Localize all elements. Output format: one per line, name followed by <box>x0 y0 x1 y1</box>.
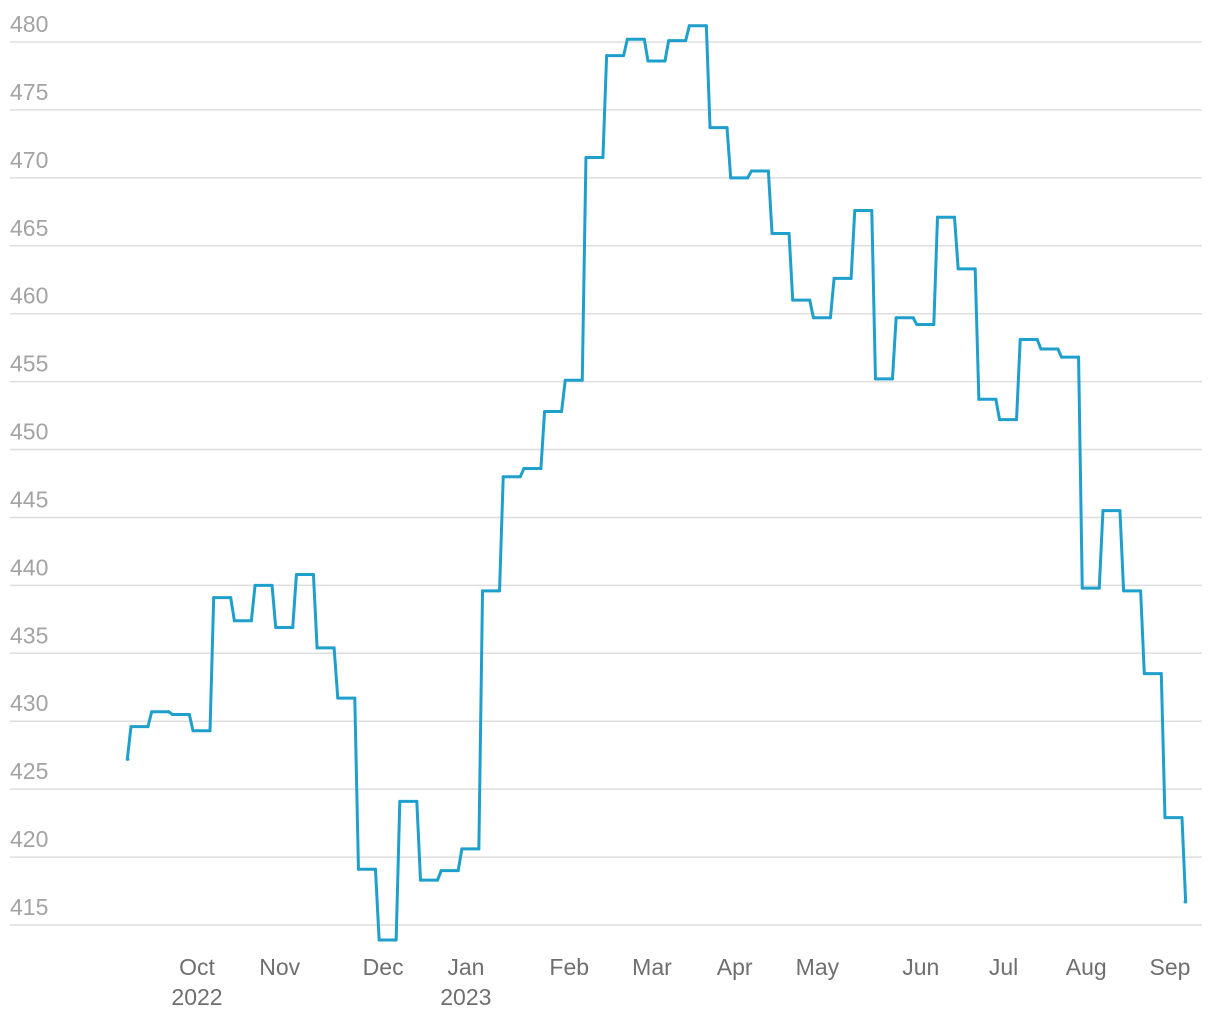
step-connector <box>477 589 485 851</box>
y-tick-label: 470 <box>10 147 48 173</box>
step-connector <box>663 39 671 63</box>
y-tick-label: 425 <box>10 758 48 784</box>
step-connector <box>229 596 236 623</box>
step-connector <box>125 725 133 761</box>
step-connector <box>498 475 505 593</box>
y-tick-label: 445 <box>10 486 48 512</box>
step-connector <box>601 54 609 159</box>
step-connector <box>539 410 547 471</box>
step-connector <box>270 583 278 629</box>
x-tick-label: May <box>795 954 840 980</box>
step-connector <box>187 712 195 733</box>
x-tick-label: Sep <box>1149 954 1191 980</box>
step-connector <box>415 799 422 882</box>
y-tick-label: 450 <box>10 419 48 445</box>
step-connector <box>849 208 857 280</box>
step-connector <box>808 298 815 320</box>
step-connector <box>1077 355 1084 590</box>
step-connector <box>890 316 898 381</box>
x-tick-label: Feb <box>549 954 590 980</box>
step-connector <box>249 583 257 623</box>
step-connector <box>456 847 464 873</box>
x-tick-label: Dec <box>362 954 404 980</box>
x-tick-label: Nov <box>259 954 301 980</box>
y-tick-label: 465 <box>10 215 48 241</box>
x-tick-label: Jun <box>902 954 940 980</box>
y-tick-label: 440 <box>10 554 48 580</box>
x-tick-label: Oct 2022 <box>171 954 223 1010</box>
y-tick-label: 420 <box>10 826 48 852</box>
step-connector <box>291 573 298 629</box>
step-connector <box>1180 816 1188 904</box>
x-tick-label: Aug <box>1065 954 1107 980</box>
step-connector <box>146 710 154 729</box>
y-tick-label: 475 <box>10 79 48 105</box>
step-connector <box>828 276 836 320</box>
step-connector <box>1097 509 1105 590</box>
x-tick-label: Jul <box>988 954 1019 980</box>
step-connector <box>1015 338 1022 422</box>
step-connector <box>332 646 340 700</box>
step-connector <box>436 869 443 882</box>
step-connector <box>311 573 319 650</box>
step-connector <box>766 169 774 236</box>
step-connector <box>973 267 981 401</box>
x-tick-label: Jan 2023 <box>440 954 492 1010</box>
y-tick-label: 435 <box>10 622 48 648</box>
y-tick-label: 460 <box>10 283 48 309</box>
step-connector <box>725 126 733 180</box>
step-connector <box>932 215 939 327</box>
y-tick-label: 455 <box>10 351 48 377</box>
step-connector <box>560 378 567 414</box>
step-connector <box>394 799 402 942</box>
step-connector <box>622 37 629 58</box>
x-tick-label: Mar <box>632 954 672 980</box>
y-tick-label: 415 <box>10 894 48 920</box>
step-connector <box>704 24 712 130</box>
step-connector <box>208 596 216 733</box>
step-connector <box>994 397 1002 422</box>
step-connector <box>1159 672 1167 820</box>
step-connector <box>353 696 360 871</box>
step-connector <box>787 232 795 302</box>
step-connector <box>684 24 691 43</box>
step-connector <box>1139 589 1146 676</box>
step-connector <box>1035 338 1043 351</box>
step-connector <box>373 867 381 942</box>
step-connector <box>1118 509 1126 593</box>
x-tick-label: Apr <box>716 954 753 980</box>
step-connector <box>642 37 650 63</box>
step-connector <box>870 208 877 381</box>
step-connector <box>953 215 960 271</box>
y-tick-label: 430 <box>10 690 48 716</box>
y-tick-label: 480 <box>10 11 48 37</box>
step-connector <box>580 155 588 382</box>
